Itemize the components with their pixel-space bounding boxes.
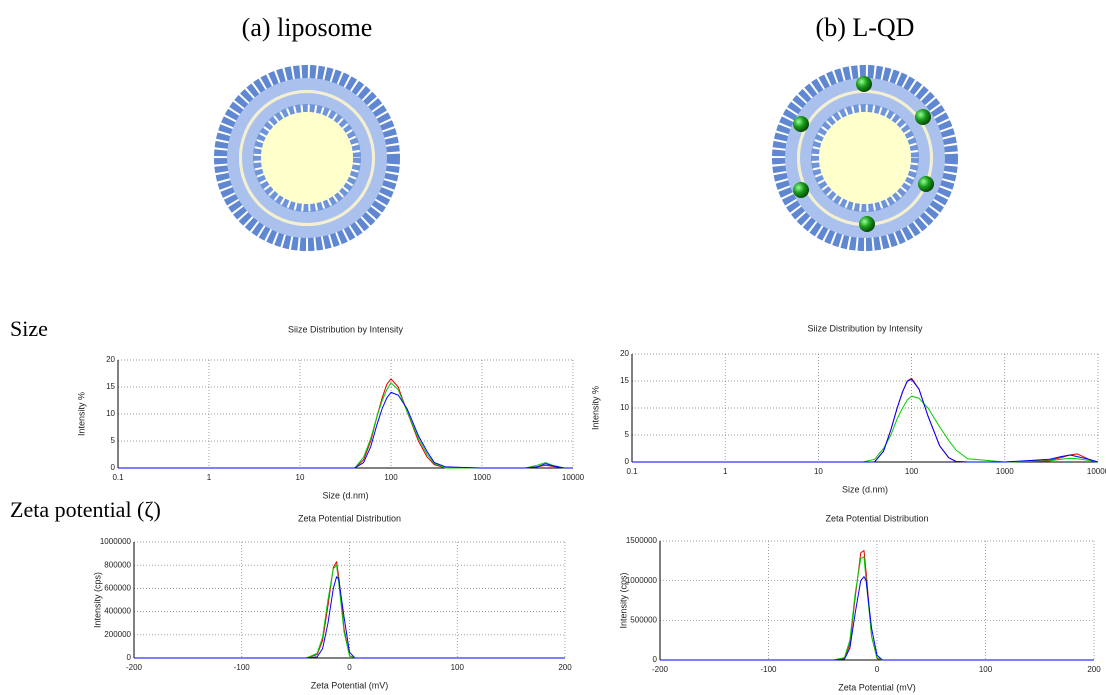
y-tick-label: 20: [620, 349, 629, 358]
data-line: [660, 556, 1094, 661]
data-line: [632, 377, 1099, 463]
x-tick-label: -200: [652, 665, 669, 674]
x-tick-label: 100: [979, 665, 993, 674]
y-tick-label: 15: [620, 376, 629, 385]
x-tick-label: 1: [207, 473, 212, 482]
y-tick-label: 10: [620, 403, 629, 412]
y-tick-label: 500000: [630, 615, 657, 624]
data-line: [134, 561, 565, 659]
x-tick-label: 100: [905, 467, 919, 476]
liposome-diagram: [214, 65, 400, 251]
panel-title: (a) liposome: [242, 13, 373, 42]
y-axis-label: Intensity (cps): [92, 572, 102, 628]
x-tick-label: -100: [760, 665, 777, 674]
y-tick-label: 10: [106, 409, 115, 418]
x-tick-label: -100: [234, 663, 251, 672]
x-axis-label: Size (d.nm): [842, 484, 888, 494]
data-line: [632, 395, 1099, 463]
row-label: Size: [10, 316, 48, 341]
y-tick-label: 800000: [104, 560, 131, 569]
x-tick-label: 100: [384, 473, 398, 482]
x-tick-label: 0: [875, 665, 880, 674]
x-axis-label: Size (d.nm): [322, 490, 368, 500]
y-tick-label: 20: [106, 355, 115, 364]
x-axis-label: Zeta Potential (mV): [311, 680, 389, 690]
data-line: [118, 378, 573, 469]
y-tick-label: 1000000: [626, 576, 658, 585]
chart-title: Zeta Potential Distribution: [298, 513, 401, 523]
lqd-diagram: [772, 65, 958, 251]
x-tick-label: 10000: [562, 473, 585, 482]
y-tick-label: 15: [106, 382, 115, 391]
y-axis-label: Intensity %: [590, 386, 600, 430]
y-tick-label: 5: [111, 436, 116, 445]
x-tick-label: 0.1: [626, 467, 638, 476]
y-tick-label: 0: [127, 653, 132, 662]
data-line: [134, 564, 565, 659]
x-tick-label: 0: [347, 663, 352, 672]
y-tick-label: 0: [111, 463, 116, 472]
y-axis-label: Intensity (cps): [618, 572, 628, 628]
x-axis-label: Zeta Potential (mV): [838, 682, 916, 692]
x-tick-label: 1000: [996, 467, 1014, 476]
y-tick-label: 600000: [104, 584, 131, 593]
x-tick-label: 1000: [473, 473, 491, 482]
data-line: [660, 550, 1094, 661]
x-tick-label: 1: [723, 467, 728, 476]
data-line: [134, 576, 565, 659]
y-tick-label: 0: [625, 457, 630, 466]
y-axis-label: Intensity %: [76, 392, 86, 436]
row-label: Zeta potential (ζ): [10, 497, 161, 522]
x-tick-label: 10000: [1087, 467, 1106, 476]
x-tick-label: 100: [451, 663, 465, 672]
chart-title: Siize Distribution by Intensity: [288, 324, 404, 334]
data-line: [660, 576, 1094, 661]
y-tick-label: 1000000: [100, 537, 132, 546]
data-line: [118, 391, 573, 469]
x-tick-label: 10: [296, 473, 305, 482]
x-tick-label: -200: [126, 663, 143, 672]
data-line: [632, 378, 1099, 463]
y-tick-label: 5: [625, 430, 630, 439]
x-tick-label: 200: [558, 663, 572, 672]
panel-title: (b) L-QD: [816, 13, 915, 42]
y-tick-label: 200000: [104, 630, 131, 639]
x-tick-label: 200: [1087, 665, 1101, 674]
y-tick-label: 1500000: [626, 536, 658, 545]
y-tick-label: 400000: [104, 607, 131, 616]
data-line: [118, 382, 573, 469]
y-tick-label: 0: [653, 655, 658, 664]
x-tick-label: 10: [814, 467, 823, 476]
chart-title: Siize Distribution by Intensity: [807, 323, 923, 333]
x-tick-label: 0.1: [112, 473, 124, 482]
chart-title: Zeta Potential Distribution: [825, 513, 928, 523]
